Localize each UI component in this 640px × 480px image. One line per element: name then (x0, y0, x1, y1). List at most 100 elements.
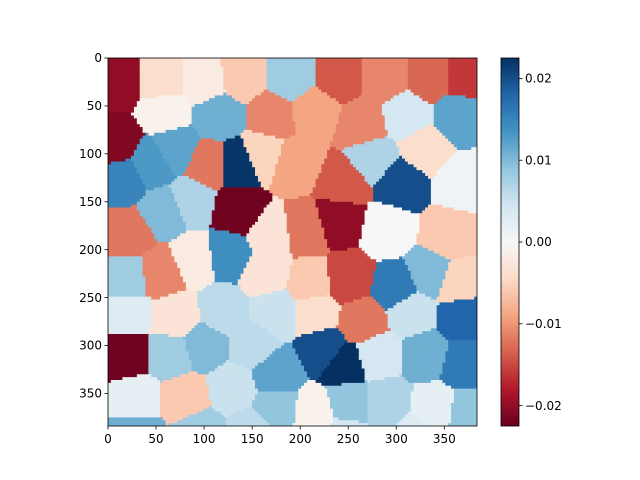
heatmap-cell (108, 299, 152, 303)
heatmap-cell (180, 273, 216, 278)
heatmap-cell (154, 236, 178, 240)
heatmap-cell (436, 305, 477, 309)
y-tick-label: 0 (94, 51, 102, 65)
heatmap-cell (295, 302, 340, 306)
heatmap-cell (309, 377, 320, 381)
heatmap-cell (410, 405, 452, 410)
heatmap-cell (413, 334, 444, 338)
heatmap-cell (108, 106, 135, 111)
heatmap-cell (191, 152, 224, 157)
heatmap-cell (246, 115, 294, 119)
heatmap-cell (295, 408, 334, 413)
heatmap-cell (278, 161, 325, 165)
heatmap-cell (407, 83, 449, 88)
heatmap-cell (384, 135, 389, 140)
heatmap-cell (361, 81, 409, 85)
heatmap-cell (358, 357, 403, 361)
heatmap-cell (399, 420, 426, 424)
heatmap-cell (257, 175, 273, 180)
heatmap-cell (257, 411, 296, 416)
heatmap-cell (145, 132, 149, 137)
heatmap-cell (136, 167, 173, 171)
heatmap-cell (292, 256, 299, 260)
heatmap-cell (182, 216, 213, 220)
heatmap-cell (110, 380, 161, 384)
heatmap-cell (442, 371, 477, 375)
heatmap-cell (229, 334, 273, 338)
heatmap-cell (206, 380, 256, 384)
heatmap-cell (430, 296, 438, 301)
heatmap-cell (292, 345, 343, 349)
heatmap-cell (329, 198, 374, 203)
heatmap-cell (283, 210, 320, 214)
heatmap-cell (407, 135, 446, 140)
heatmap-cell (148, 365, 193, 370)
heatmap-cell (327, 273, 374, 278)
heatmap-cell (384, 115, 435, 119)
heatmap-cell (171, 250, 213, 255)
heatmap-cell (332, 296, 363, 301)
heatmap-cell (315, 75, 363, 79)
heatmap-cell (439, 167, 477, 171)
heatmap-cell (275, 164, 322, 168)
heatmap-cell (430, 184, 477, 188)
heatmap-cell (373, 138, 394, 142)
heatmap-cell (364, 175, 383, 180)
heatmap-cell (353, 164, 392, 168)
heatmap-cell (384, 170, 423, 174)
heatmap-cell (252, 377, 311, 381)
heatmap-cell (139, 58, 184, 62)
heatmap-cell (315, 83, 363, 88)
heatmap-cell (376, 299, 403, 303)
heatmap-cell (280, 345, 294, 349)
heatmap-cell (223, 66, 268, 71)
heatmap-cell (422, 98, 441, 102)
heatmap-cell (145, 184, 164, 188)
heatmap-cell (341, 106, 383, 111)
heatmap-cell (188, 98, 210, 102)
heatmap-cell (226, 417, 265, 421)
heatmap-cell (332, 138, 374, 142)
heatmap-cell (304, 368, 325, 372)
heatmap-cell (367, 380, 371, 384)
heatmap-cell (108, 322, 152, 326)
heatmap-cell (451, 411, 477, 416)
heatmap-cell (191, 328, 216, 332)
heatmap-cell (327, 262, 377, 266)
heatmap-cell (390, 164, 415, 168)
heatmap-cell (445, 256, 464, 260)
heatmap-cell (188, 288, 204, 292)
heatmap-cell (364, 221, 420, 226)
heatmap-cell (182, 83, 224, 88)
heatmap-cell (341, 308, 386, 312)
heatmap-cell (223, 72, 268, 76)
heatmap-cell (338, 316, 389, 321)
heatmap-cell (108, 101, 138, 105)
heatmap-cell (151, 322, 198, 326)
heatmap-cell (327, 394, 369, 398)
heatmap-cell (263, 187, 271, 191)
heatmap-cell (298, 196, 314, 200)
heatmap-cell (327, 265, 377, 269)
colorbar-tick-label: −0.02 (525, 399, 562, 413)
heatmap-cell (315, 66, 363, 71)
heatmap-cell (257, 388, 299, 393)
heatmap-cell (243, 365, 256, 370)
heatmap-cell (197, 129, 245, 134)
heatmap-cell (263, 207, 285, 211)
heatmap-cell (266, 328, 296, 332)
heatmap-cell (148, 362, 193, 367)
heatmap-cell (445, 273, 477, 278)
heatmap-cell (402, 374, 441, 378)
heatmap-cell (133, 106, 193, 111)
heatmap-cell (298, 397, 331, 401)
heatmap-cell (246, 112, 294, 117)
heatmap-cell (321, 219, 366, 223)
heatmap-cell (387, 135, 409, 140)
heatmap-cell (188, 354, 230, 358)
heatmap-cell (108, 403, 161, 407)
heatmap-cell (465, 95, 477, 99)
heatmap-cell (226, 334, 230, 338)
heatmap-cell (223, 175, 259, 180)
heatmap-cell (108, 227, 152, 232)
